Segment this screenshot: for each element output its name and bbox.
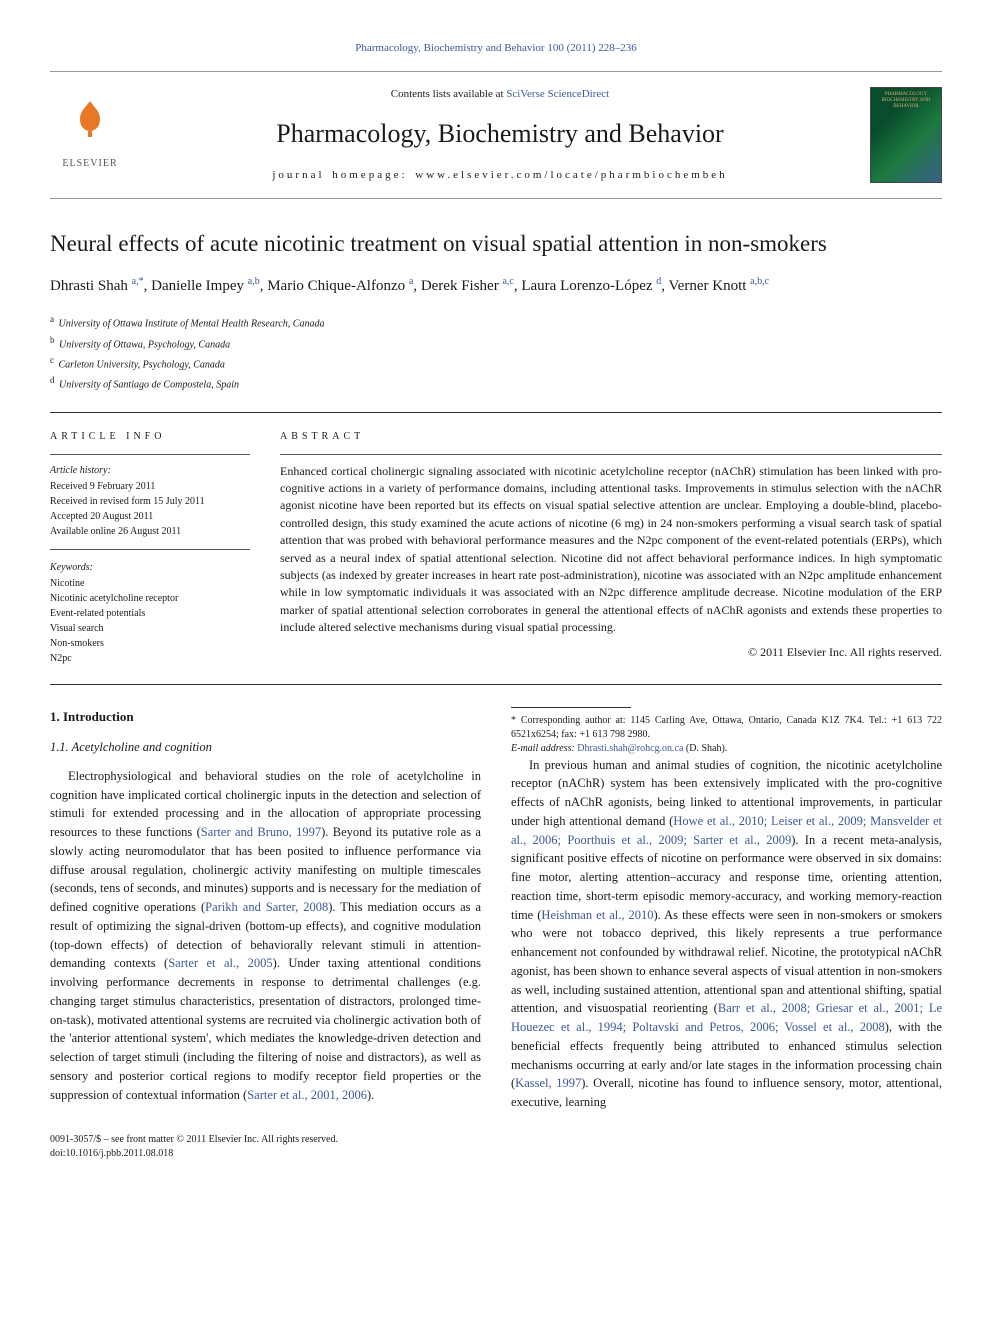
- contents-line: Contents lists available at SciVerse Sci…: [130, 86, 870, 103]
- body-text: 1. Introduction 1.1. Acetylcholine and c…: [50, 707, 942, 1116]
- author: Mario Chique-Alfonzo a: [267, 278, 413, 294]
- keyword: Non-smokers: [50, 636, 250, 651]
- author: Verner Knott a,b,c: [669, 278, 770, 294]
- aff-key: d: [50, 375, 55, 385]
- author-aff-sup: d: [656, 276, 661, 287]
- citation-link[interactable]: Parikh and Sarter, 2008: [205, 900, 328, 914]
- citation-link[interactable]: Kassel, 1997: [515, 1076, 581, 1090]
- email-label: E-mail address:: [511, 743, 577, 754]
- divider: [50, 684, 942, 685]
- keyword: Nicotine: [50, 576, 250, 591]
- body-paragraph: Electrophysiological and behavioral stud…: [50, 767, 481, 1105]
- article-title: Neural effects of acute nicotinic treatm…: [50, 229, 942, 259]
- aff-text: Carleton University, Psychology, Canada: [59, 359, 225, 370]
- author: Danielle Impey a,b: [151, 278, 260, 294]
- divider: [50, 412, 942, 413]
- author: Dhrasti Shah a,*: [50, 278, 144, 294]
- author-name: Dhrasti Shah: [50, 278, 128, 294]
- page-footer: 0091-3057/$ – see front matter © 2011 El…: [50, 1133, 942, 1161]
- corresponding-address: * Corresponding author at: 1145 Carling …: [511, 714, 942, 742]
- abstract-text: Enhanced cortical cholinergic signaling …: [280, 463, 942, 637]
- text-run: ). As these effects were seen in non-smo…: [511, 908, 942, 1016]
- aff-text: University of Ottawa, Psychology, Canada: [59, 339, 230, 350]
- author: Laura Lorenzo-López d: [521, 278, 661, 294]
- keyword: Visual search: [50, 621, 250, 636]
- body-paragraph: In previous human and animal studies of …: [511, 756, 942, 1112]
- author: Derek Fisher a,c: [421, 278, 514, 294]
- divider: [280, 454, 942, 455]
- citation-link[interactable]: Sarter et al., 2005: [168, 956, 272, 970]
- footer-doi: doi:10.1016/j.pbb.2011.08.018: [50, 1147, 942, 1161]
- footer-copyright: 0091-3057/$ – see front matter © 2011 El…: [50, 1133, 942, 1147]
- author-aff-sup: a,c: [502, 276, 513, 287]
- article-info-heading: ARTICLE INFO: [50, 429, 250, 444]
- abstract-copyright: © 2011 Elsevier Inc. All rights reserved…: [280, 643, 942, 661]
- text-run: ).: [367, 1088, 374, 1102]
- history-item: Available online 26 August 2011: [50, 524, 250, 539]
- journal-homepage: journal homepage: www.elsevier.com/locat…: [130, 167, 870, 184]
- affiliation: d University of Santiago de Compostela, …: [50, 373, 942, 393]
- citation-link[interactable]: Heishman et al., 2010: [541, 908, 653, 922]
- author-name: Laura Lorenzo-López: [521, 278, 652, 294]
- sciencedirect-link[interactable]: SciVerse ScienceDirect: [506, 88, 609, 100]
- history-item: Received in revised form 15 July 2011: [50, 494, 250, 509]
- publisher-name: ELSEVIER: [62, 156, 117, 171]
- corresponding-email-line: E-mail address: Dhrasti.shah@rohcg.on.ca…: [511, 742, 942, 756]
- keywords-label: Keywords:: [50, 560, 250, 575]
- history-item: Accepted 20 August 2011: [50, 509, 250, 524]
- author-name: Verner Knott: [669, 278, 747, 294]
- cover-thumb-text: PHARMACOLOGY BIOCHEMISTRY AND BEHAVIOR: [871, 92, 941, 110]
- text-run: ). Under taxing attentional conditions i…: [50, 956, 481, 1101]
- keyword: Nicotinic acetylcholine receptor: [50, 591, 250, 606]
- author-name: Danielle Impey: [151, 278, 244, 294]
- email-suffix: (D. Shah).: [683, 743, 727, 754]
- journal-reference: Pharmacology, Biochemistry and Behavior …: [50, 40, 942, 57]
- corresponding-star-icon: ,*: [136, 276, 144, 287]
- aff-key: a: [50, 314, 54, 324]
- journal-header-box: ELSEVIER Contents lists available at Sci…: [50, 71, 942, 199]
- header-center: Contents lists available at SciVerse Sci…: [130, 86, 870, 184]
- subsection-heading: 1.1. Acetylcholine and cognition: [50, 738, 481, 757]
- aff-key: b: [50, 335, 55, 345]
- affiliation: b University of Ottawa, Psychology, Cana…: [50, 333, 942, 353]
- author-list: Dhrasti Shah a,*, Danielle Impey a,b, Ma…: [50, 274, 942, 298]
- info-abstract-row: ARTICLE INFO Article history: Received 9…: [50, 429, 942, 666]
- corresponding-footnote: * Corresponding author at: 1145 Carling …: [511, 714, 942, 756]
- keyword: Event-related potentials: [50, 606, 250, 621]
- article-info-col: ARTICLE INFO Article history: Received 9…: [50, 429, 250, 666]
- footnote-divider: [511, 707, 631, 708]
- citation-link[interactable]: Sarter et al., 2001, 2006: [247, 1088, 367, 1102]
- email-link[interactable]: Dhrasti.shah@rohcg.on.ca: [577, 743, 683, 754]
- homepage-prefix: journal homepage:: [272, 169, 415, 181]
- author-aff-sup: a,b,c: [750, 276, 769, 287]
- homepage-url: www.elsevier.com/locate/pharmbiochembeh: [415, 169, 727, 181]
- aff-text: University of Ottawa Institute of Mental…: [59, 319, 325, 330]
- history-label: Article history:: [50, 463, 250, 478]
- affiliation: c Carleton University, Psychology, Canad…: [50, 353, 942, 373]
- section-heading: 1. Introduction: [50, 707, 481, 727]
- author-name: Mario Chique-Alfonzo: [267, 278, 405, 294]
- abstract-heading: ABSTRACT: [280, 429, 942, 444]
- divider: [50, 549, 250, 550]
- aff-key: c: [50, 355, 54, 365]
- publisher-logo: ELSEVIER: [50, 90, 130, 180]
- author-name: Derek Fisher: [421, 278, 499, 294]
- tree-icon: [72, 99, 108, 154]
- author-aff-sup: a: [409, 276, 413, 287]
- divider: [50, 454, 250, 455]
- affiliation-list: a University of Ottawa Institute of Ment…: [50, 312, 942, 393]
- author-aff-sup: a,b: [248, 276, 260, 287]
- history-item: Received 9 February 2011: [50, 479, 250, 494]
- article-history: Article history: Received 9 February 201…: [50, 463, 250, 666]
- keyword: N2pc: [50, 651, 250, 666]
- citation-link[interactable]: Sarter and Bruno, 1997: [201, 825, 321, 839]
- abstract-col: ABSTRACT Enhanced cortical cholinergic s…: [280, 429, 942, 666]
- contents-prefix: Contents lists available at: [391, 88, 506, 100]
- footnote-block: * Corresponding author at: 1145 Carling …: [511, 707, 942, 756]
- affiliation: a University of Ottawa Institute of Ment…: [50, 312, 942, 332]
- journal-name: Pharmacology, Biochemistry and Behavior: [130, 114, 870, 153]
- aff-text: University of Santiago de Compostela, Sp…: [59, 380, 239, 391]
- journal-cover-thumbnail: PHARMACOLOGY BIOCHEMISTRY AND BEHAVIOR: [870, 87, 942, 183]
